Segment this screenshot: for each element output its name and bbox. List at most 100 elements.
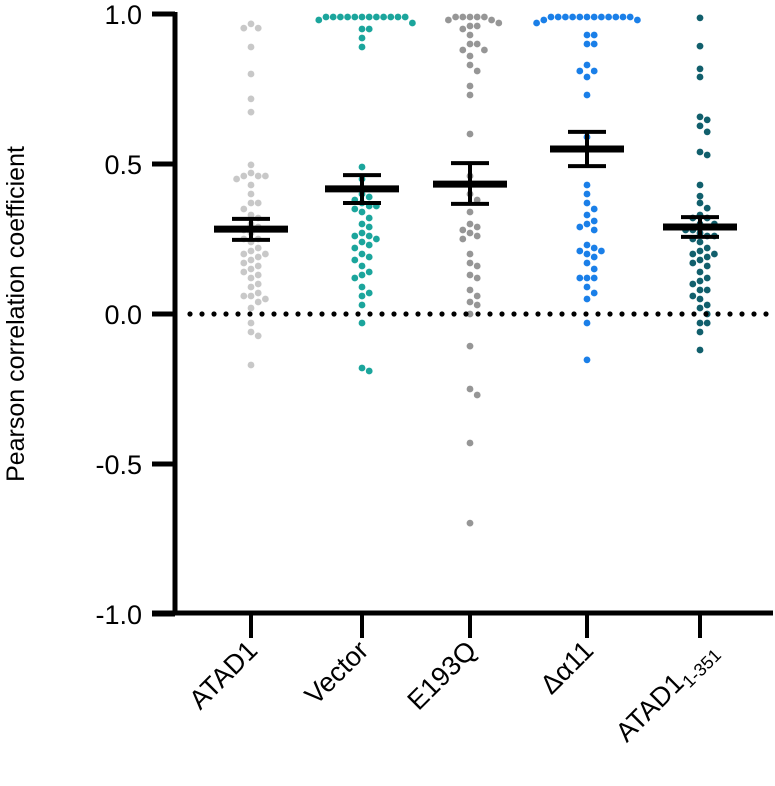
data-point	[583, 73, 591, 81]
data-point	[481, 46, 488, 54]
data-point	[247, 20, 255, 28]
zero-line-dot	[247, 311, 253, 317]
x-category-label: ATAD11-351	[610, 635, 725, 750]
data-point	[626, 13, 634, 21]
data-point	[247, 43, 255, 51]
data-point	[473, 67, 481, 75]
data-point	[689, 292, 697, 300]
data-point	[459, 46, 467, 54]
data-point	[583, 40, 591, 48]
mean-error-bars	[214, 129, 737, 242]
data-point	[703, 151, 711, 159]
data-point	[351, 205, 359, 213]
data-point	[696, 328, 704, 336]
data-point	[466, 342, 474, 350]
zero-line-dot	[583, 311, 589, 317]
data-point	[358, 220, 366, 228]
data-point	[689, 250, 697, 258]
zero-line-dot	[739, 311, 745, 317]
data-point	[459, 25, 467, 33]
zero-line-dot	[259, 311, 265, 317]
data-point	[703, 253, 711, 261]
data-point	[358, 208, 366, 216]
data-point	[696, 199, 704, 207]
data-point	[262, 295, 269, 303]
data-point	[598, 247, 605, 255]
y-tick-label: 1.0	[104, 0, 142, 30]
data-point	[365, 25, 373, 33]
data-point	[711, 250, 718, 258]
data-point	[583, 356, 591, 364]
data-point	[590, 289, 598, 297]
data-point	[583, 295, 591, 303]
data-point	[466, 229, 474, 237]
data-point	[473, 262, 481, 270]
data-point	[696, 14, 704, 22]
data-point	[365, 367, 373, 375]
data-point	[466, 61, 474, 69]
data-point	[473, 40, 481, 48]
zero-line-dot	[331, 311, 337, 317]
data-point	[365, 223, 373, 231]
zero-line-dot	[475, 311, 481, 317]
data-point	[576, 223, 584, 231]
data-point	[590, 67, 598, 75]
data-point	[358, 262, 366, 270]
data-point	[583, 190, 591, 198]
data-point	[696, 65, 704, 73]
zero-line-dot	[679, 311, 685, 317]
data-point	[247, 108, 255, 116]
zero-line-dot	[223, 311, 229, 317]
data-point	[562, 13, 569, 21]
data-point	[358, 25, 366, 33]
data-point	[466, 91, 474, 99]
data-point	[605, 13, 612, 21]
data-point	[254, 253, 262, 261]
data-point	[240, 24, 248, 32]
zero-line-dot	[751, 311, 757, 317]
y-tick-labels: -1.0 -0.5 0.0 0.5 1.0	[95, 0, 142, 630]
zero-line-dot	[571, 311, 577, 317]
data-point	[254, 199, 262, 207]
data-point	[576, 67, 584, 75]
data-point	[590, 265, 598, 273]
data-point	[247, 361, 255, 369]
data-point	[240, 205, 248, 213]
data-point	[409, 19, 416, 27]
data-point	[254, 24, 262, 32]
zero-line-dot	[595, 311, 601, 317]
data-point	[351, 274, 359, 282]
zero-line-dot	[187, 311, 193, 317]
data-point	[358, 301, 366, 309]
x-category-label: Vector	[299, 635, 374, 710]
data-point	[254, 271, 262, 279]
zero-line-dot	[547, 311, 553, 317]
data-point	[233, 175, 241, 183]
data-point	[696, 113, 704, 121]
zero-line-dot	[403, 311, 409, 317]
data-point	[696, 277, 704, 285]
data-point	[247, 169, 255, 177]
data-point	[351, 232, 359, 240]
data-point	[703, 244, 711, 252]
data-point	[590, 31, 598, 39]
data-point	[365, 232, 373, 240]
data-point	[696, 192, 704, 200]
y-axis-title: Pearson correlation coefficient	[2, 146, 30, 482]
data-point	[240, 292, 248, 300]
data-point	[703, 301, 711, 309]
data-point	[689, 280, 697, 288]
data-point	[344, 13, 351, 21]
data-point	[247, 181, 255, 189]
data-point	[703, 204, 711, 212]
data-point	[466, 52, 474, 60]
data-point	[583, 283, 591, 291]
data-point	[254, 262, 262, 270]
data-point	[466, 298, 474, 306]
data-point	[387, 13, 395, 21]
data-point	[696, 268, 704, 276]
data-point	[394, 13, 402, 21]
data-point	[365, 268, 373, 276]
data-point	[358, 13, 366, 21]
data-point	[459, 13, 467, 21]
